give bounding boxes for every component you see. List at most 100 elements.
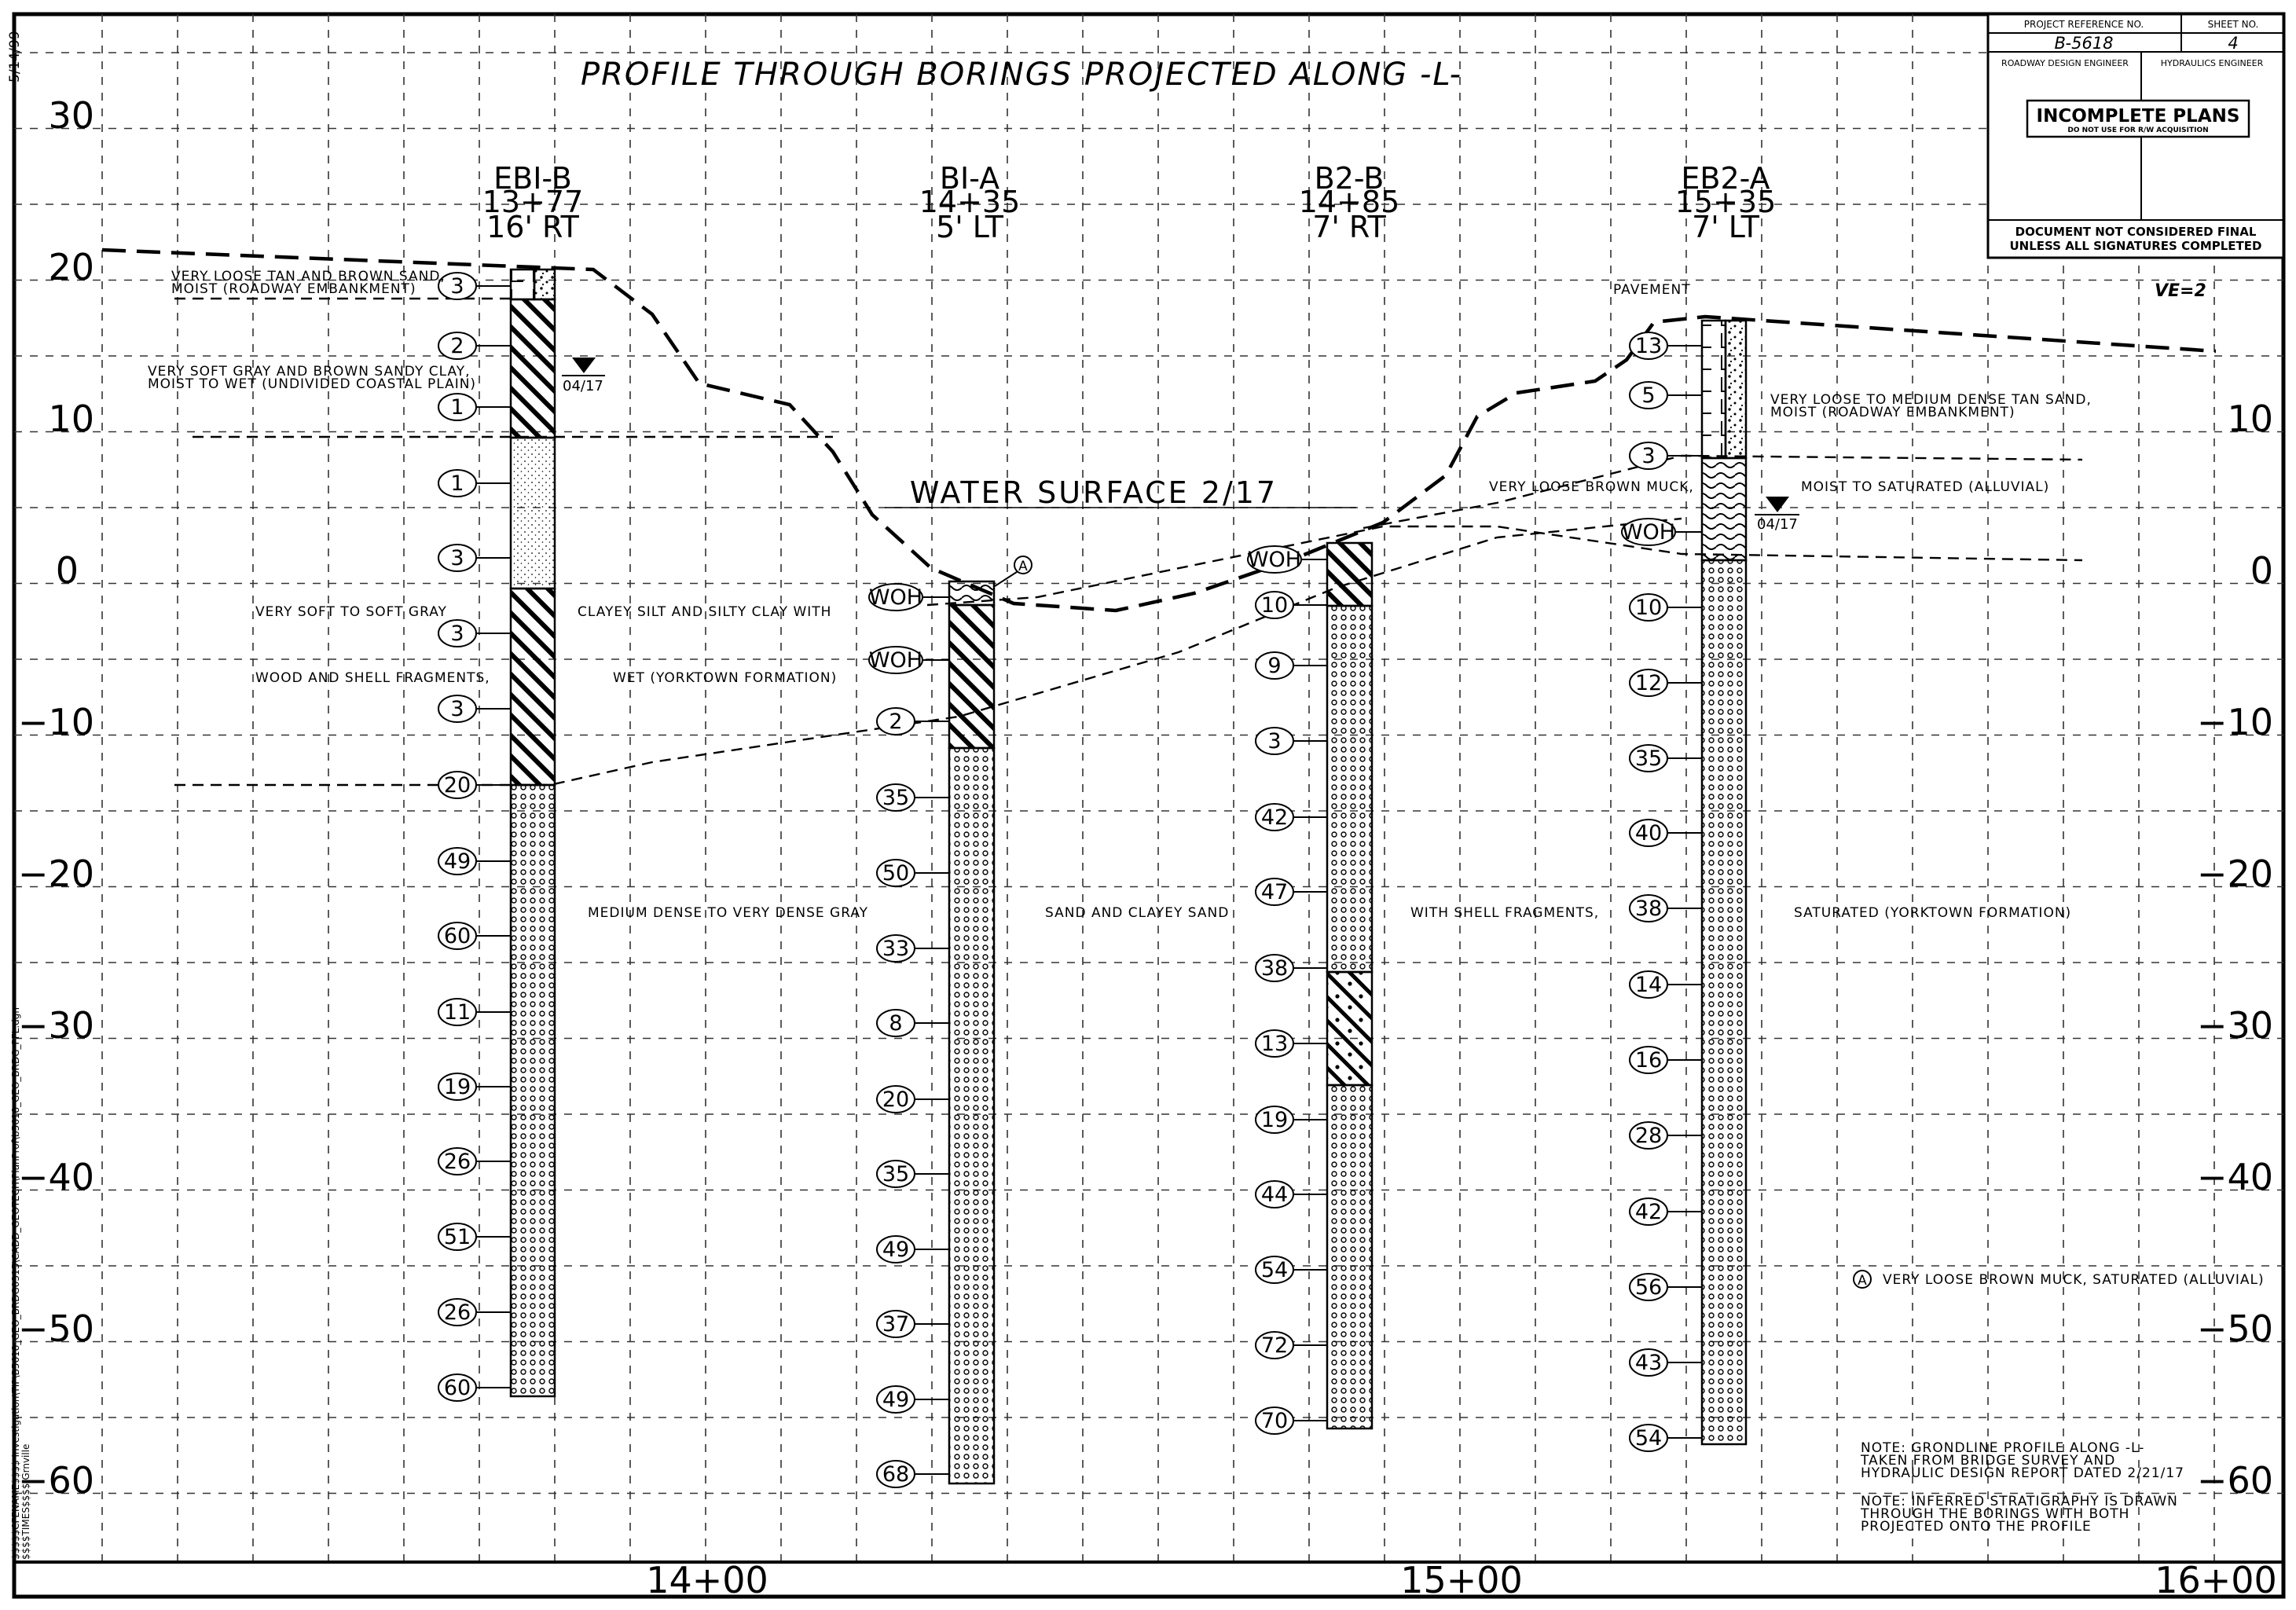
blow-count-value: 16 [1635,1048,1662,1073]
boring-header-ebi-b: EBI-B 13+77 16' RT [482,161,584,244]
svg-text:15+35: 15+35 [1675,185,1777,219]
incomplete-plans-stamp: INCOMPLETE PLANS [2037,106,2240,127]
blow-count-value: 10 [1635,596,1662,620]
blow-count-value: 54 [1635,1426,1662,1450]
blow-count-value: WOH [869,648,922,673]
blow-count-marker: 20 [876,1085,949,1113]
blow-count-value: 50 [882,861,909,886]
blow-count-marker: 54 [1629,1424,1702,1452]
blow-count-value: 28 [1635,1124,1662,1148]
blow-count-marker: 43 [1629,1348,1702,1377]
stratum-label: SAND AND CLAYEY SAND [1045,905,1229,921]
project-reference-label: PROJECT REFERENCE NO. [2024,19,2144,30]
svg-text:04/17: 04/17 [1757,516,1798,533]
elevation-label-left: 0 [56,549,79,592]
blow-count-value: 60 [444,1376,471,1400]
blow-count-marker: WOH [868,583,949,611]
blow-count-marker: 1 [438,393,511,421]
blow-count-value: 3 [1641,444,1655,468]
blow-count-marker: 13 [1255,1029,1327,1058]
elevation-label-right: −20 [2197,853,2273,895]
hydraulics-label: HYDRAULICS ENGINEER [2161,58,2264,68]
svg-text:BI-A: BI-A [940,161,999,196]
blow-count-marker: 35 [876,1160,949,1188]
blow-count-value: 3 [1267,729,1281,754]
blow-count-marker: 10 [1255,591,1327,619]
legend: A VERY LOOSE BROWN MUCK, SATURATED (ALLU… [1853,1270,2265,1289]
blow-count-value: 19 [444,1075,471,1099]
blow-count-value: 20 [444,773,471,798]
drawing-title: PROFILE THROUGH BORINGS PROJECTED ALONG … [581,57,1462,93]
blow-count-marker: 42 [1629,1197,1702,1226]
blow-count-value: 5 [1641,383,1655,408]
elevation-axis-right: 10 0 −10 −20 −30 −40 −50 −60 [2197,398,2273,1502]
ground-line-profile [101,248,2217,613]
blow-count-value: 38 [1261,956,1288,981]
blow-count-marker: 3 [438,272,511,300]
blow-count-marker: 8 [876,1009,949,1037]
blow-count-marker: 60 [438,1373,511,1402]
svg-text:7' RT: 7' RT [1312,210,1386,244]
not-final-line-1: DOCUMENT NOT CONSIDERED FINAL [2015,225,2257,239]
blow-count-marker: 20 [438,771,511,799]
stratum-label: MOIST (ROADWAY EMBANKMENT) [1770,405,2015,420]
stratum-label: VERY LOOSE TAN AND BROWN SAND, [171,269,446,284]
blow-count-value: 49 [882,1388,909,1412]
svg-text:THROUGH THE BORINGS WITH BOTH: THROUGH THE BORINGS WITH BOTH [1860,1506,2129,1522]
blow-count-marker: 49 [876,1235,949,1263]
blow-count-value: 42 [1261,805,1288,830]
blow-count-marker: 37 [876,1310,949,1338]
blow-count-value: 1 [450,471,464,496]
svg-text:04/17: 04/17 [563,378,603,394]
stratum-label: WET (YORKTOWN FORMATION) [613,670,837,686]
blow-count-marker: WOH [1621,518,1702,546]
stratum-label: WITH SHELL FRAGMENTS, [1410,905,1599,921]
elevation-label-left: −30 [18,1004,94,1047]
blow-counts: 3211333204960111926512660WOHWOH235503382… [438,272,1702,1488]
blow-count-value: 40 [1635,821,1662,845]
blow-count-marker: 3 [1629,442,1702,470]
blow-count-marker: 11 [438,998,511,1026]
elevation-label-right: −60 [2197,1459,2273,1502]
blow-count-value: 70 [1261,1409,1288,1433]
svg-text:VERY LOOSE BROWN MUCK, SATURAT: VERY LOOSE BROWN MUCK, SATURATED (ALLUVI… [1883,1272,2265,1288]
blow-count-marker: 28 [1629,1121,1702,1150]
blow-count-value: 60 [444,924,471,948]
blow-count-value: 42 [1635,1200,1662,1224]
blow-count-marker: 40 [1629,819,1702,847]
blow-count-marker: 50 [876,859,949,887]
stratum-label: VERY SOFT GRAY AND BROWN SANDY CLAY, [148,364,471,380]
blow-count-marker: 16 [1629,1046,1702,1074]
svg-text:5' LT: 5' LT [936,210,1004,244]
project-reference: B-5618 [2054,34,2113,53]
blow-count-value: 26 [444,1150,471,1174]
elevation-label-left: 30 [48,94,94,137]
svg-text:NOTE: INFERRED STRATIGRAPHY IS: NOTE: INFERRED STRATIGRAPHY IS DRAWN [1861,1494,2178,1509]
elevation-label-right: 0 [2250,549,2273,592]
blow-count-value: 47 [1261,880,1288,904]
blow-count-marker: 60 [438,922,511,950]
elevation-axis-left: 30 20 10 0 −10 −20 −30 −40 −50 −60 [18,94,94,1502]
stratum-label: MOIST TO SATURATED (ALLUVIAL) [1801,479,2049,495]
sheet-no-label: SHEET NO. [2208,19,2259,30]
blow-count-value: WOH [1248,548,1301,572]
boring-header-bi-a: BI-A 14+35 5' LT [919,161,1021,244]
blow-count-value: 8 [889,1011,902,1036]
svg-text:PROJECTED ONTO THE PROFILE: PROJECTED ONTO THE PROFILE [1861,1519,2092,1535]
blow-count-value: 49 [444,849,471,874]
elevation-label-right: −10 [2197,701,2273,743]
blow-count-marker: 38 [1255,954,1327,982]
elevation-label-left: −10 [18,701,94,743]
boring-column-bi-a [948,580,996,1485]
blow-count-marker: 38 [1629,894,1702,922]
blow-count-value: 14 [1635,973,1662,997]
boring-header-eb2-a: EB2-A 15+35 7' LT [1675,161,1777,244]
elevation-label-right: −40 [2197,1156,2273,1198]
blow-count-value: 3 [450,622,464,646]
blow-count-value: 49 [882,1238,909,1262]
blow-count-marker: 70 [1255,1406,1327,1435]
blow-count-value: 13 [1261,1032,1288,1056]
file-path: $$$$$CFENAME$$$$ Investigation\TIP\B5618… [10,1007,21,1560]
roadway-design-label: ROADWAY DESIGN ENGINEER [2001,58,2129,68]
